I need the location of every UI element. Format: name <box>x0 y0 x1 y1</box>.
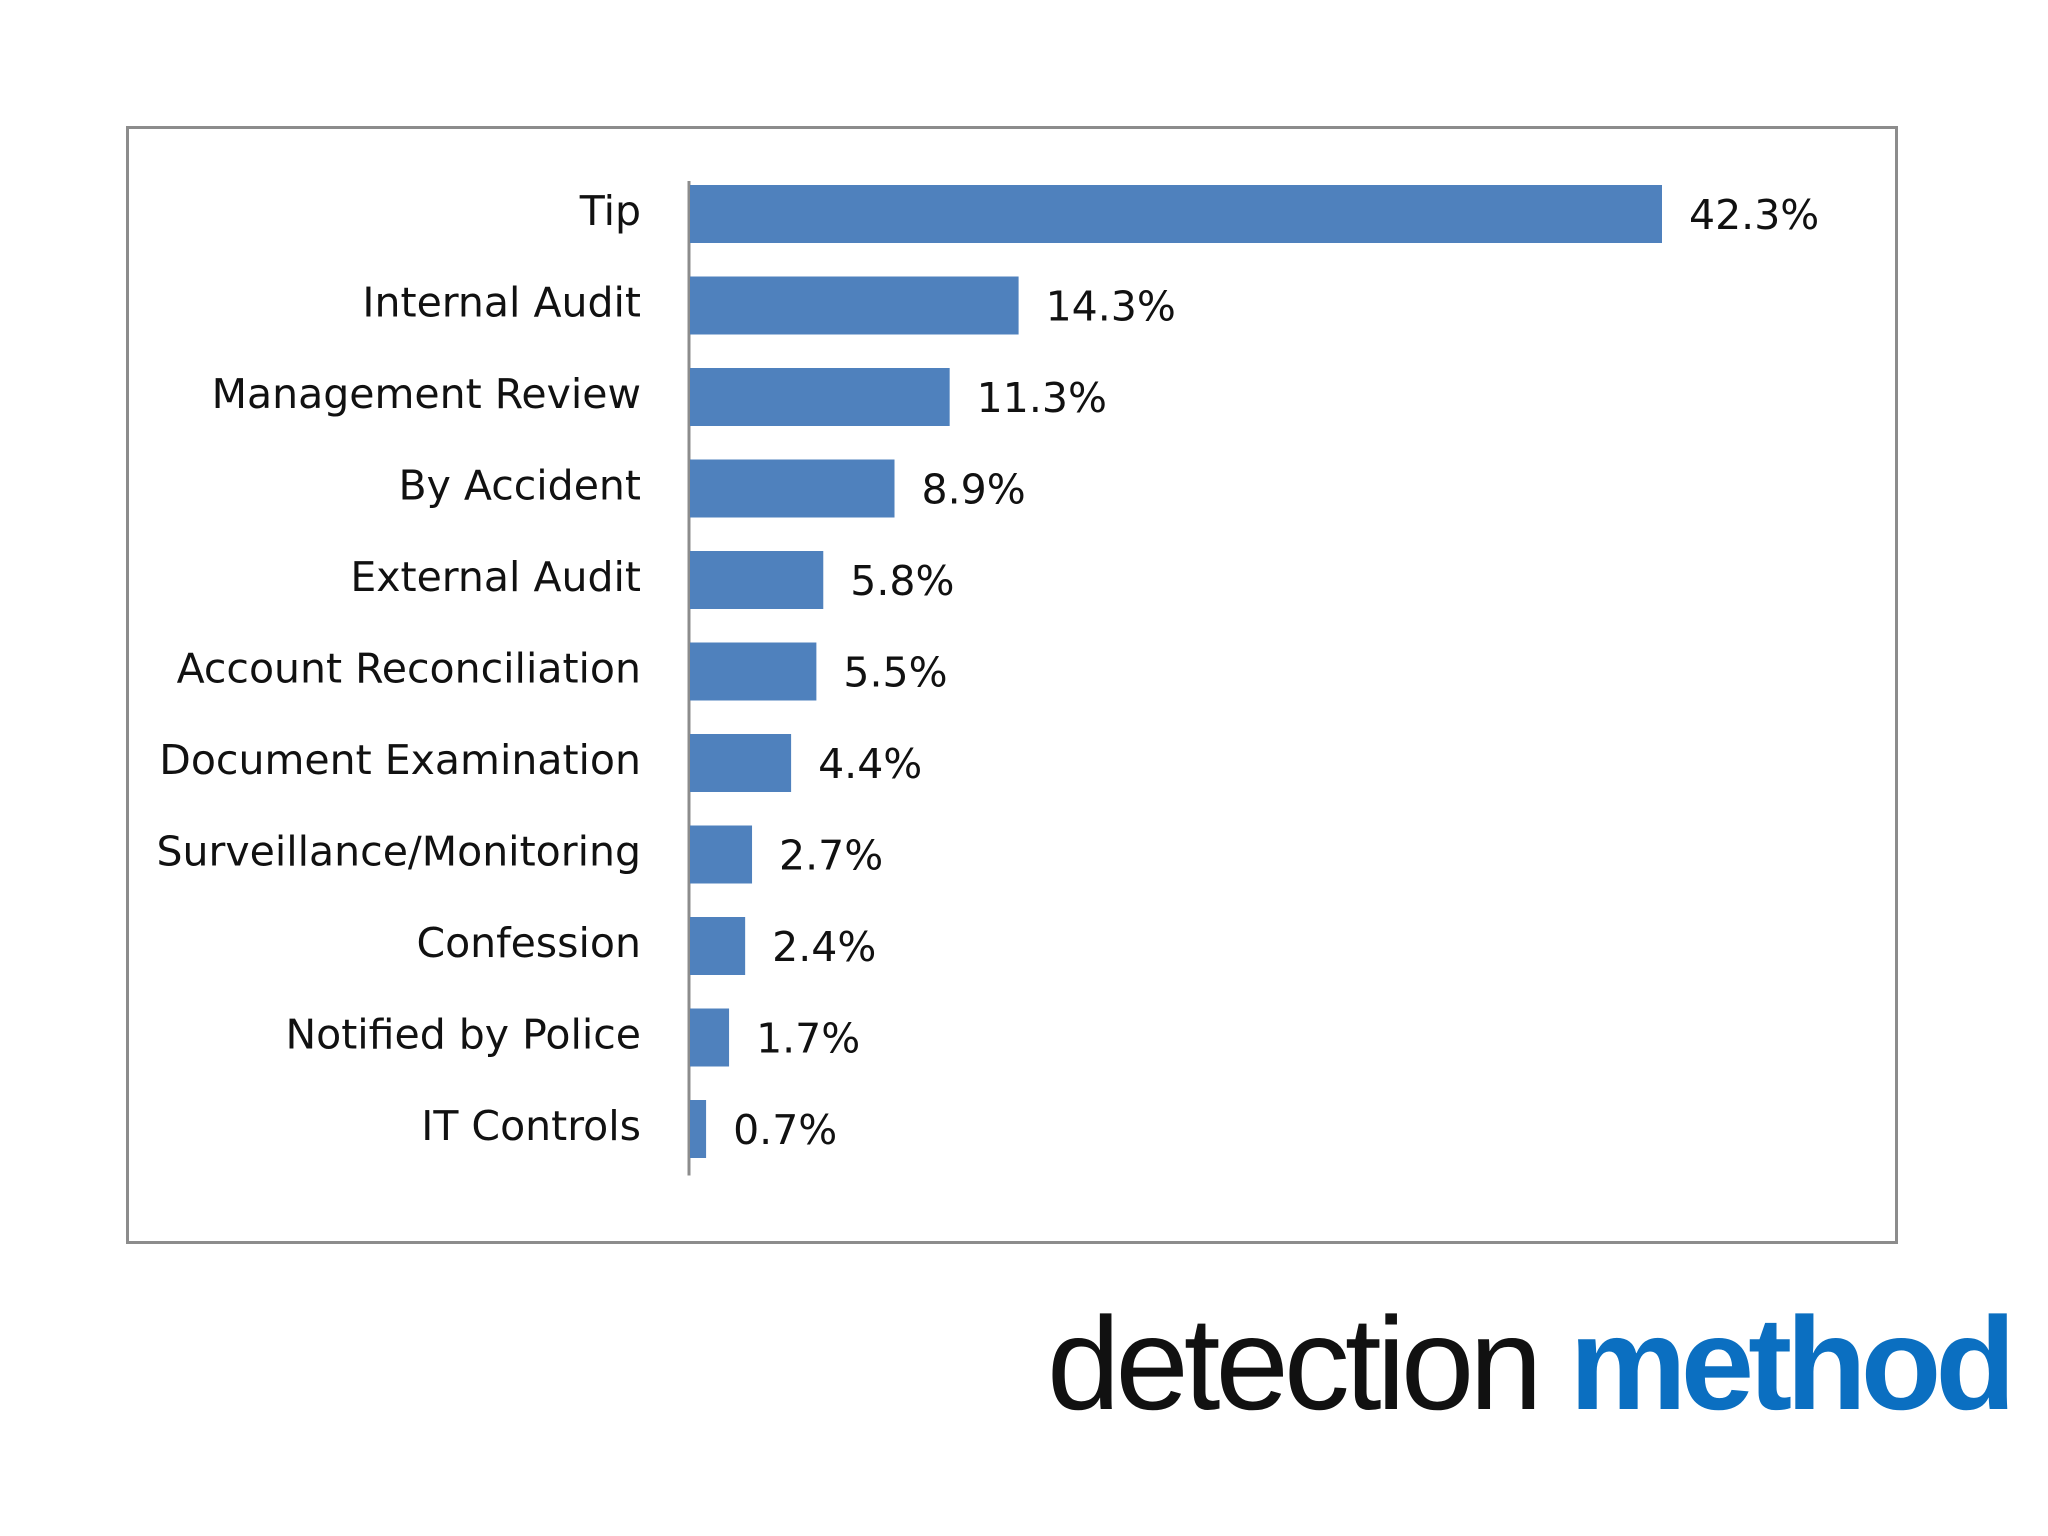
category-label: By Accident <box>398 462 641 510</box>
category-label: Account Reconciliation <box>177 645 641 693</box>
bar-document-examination <box>690 734 792 792</box>
category-label: Document Examination <box>159 736 641 784</box>
slide-title: detection method <box>1047 1298 2016 1430</box>
labels-layer: Tip 42.3% Internal Audit 14.3% Management Re… <box>157 187 1820 1154</box>
category-label: Notified by Police <box>285 1011 641 1059</box>
category-label: Tip <box>579 187 641 235</box>
bar-surveillance-monitoring <box>690 825 753 884</box>
data-label: 42.3% <box>1689 191 1819 239</box>
data-label: 4.4% <box>818 740 922 788</box>
slide-title-light: detection <box>1046 1290 1543 1437</box>
slide-title-bold: method <box>1569 1290 2016 1437</box>
category-label: Confession <box>416 919 641 967</box>
category-label: External Audit <box>350 553 641 601</box>
category-label: Internal Audit <box>362 279 641 327</box>
chart-frame: Tip 42.3% Internal Audit 14.3% Management Re… <box>126 126 1898 1244</box>
bar-management-review <box>690 368 950 426</box>
category-label: Surveillance/Monitoring <box>157 828 641 876</box>
data-label: 2.4% <box>772 923 876 971</box>
bar-external-audit <box>690 551 824 609</box>
bar-notified-by-police <box>690 1008 730 1067</box>
bar-by-accident <box>690 459 895 518</box>
data-label: 14.3% <box>1046 283 1176 331</box>
bars-layer <box>690 185 1662 1158</box>
bar-confession <box>690 917 746 975</box>
bar-account-reconciliation <box>690 642 817 701</box>
data-label: 5.8% <box>850 557 954 605</box>
bar-tip <box>690 185 1662 243</box>
bar-internal-audit <box>690 276 1019 335</box>
data-label: 2.7% <box>779 832 883 880</box>
data-label: 5.5% <box>843 649 947 697</box>
category-label: Management Review <box>212 370 641 418</box>
data-label: 0.7% <box>733 1106 837 1154</box>
data-label: 1.7% <box>756 1015 860 1063</box>
bar-chart: Tip 42.3% Internal Audit 14.3% Management Re… <box>157 181 1820 1176</box>
data-label: 11.3% <box>977 374 1107 422</box>
data-label: 8.9% <box>922 466 1026 514</box>
bar-it-controls <box>690 1100 707 1158</box>
category-label: IT Controls <box>421 1102 641 1150</box>
